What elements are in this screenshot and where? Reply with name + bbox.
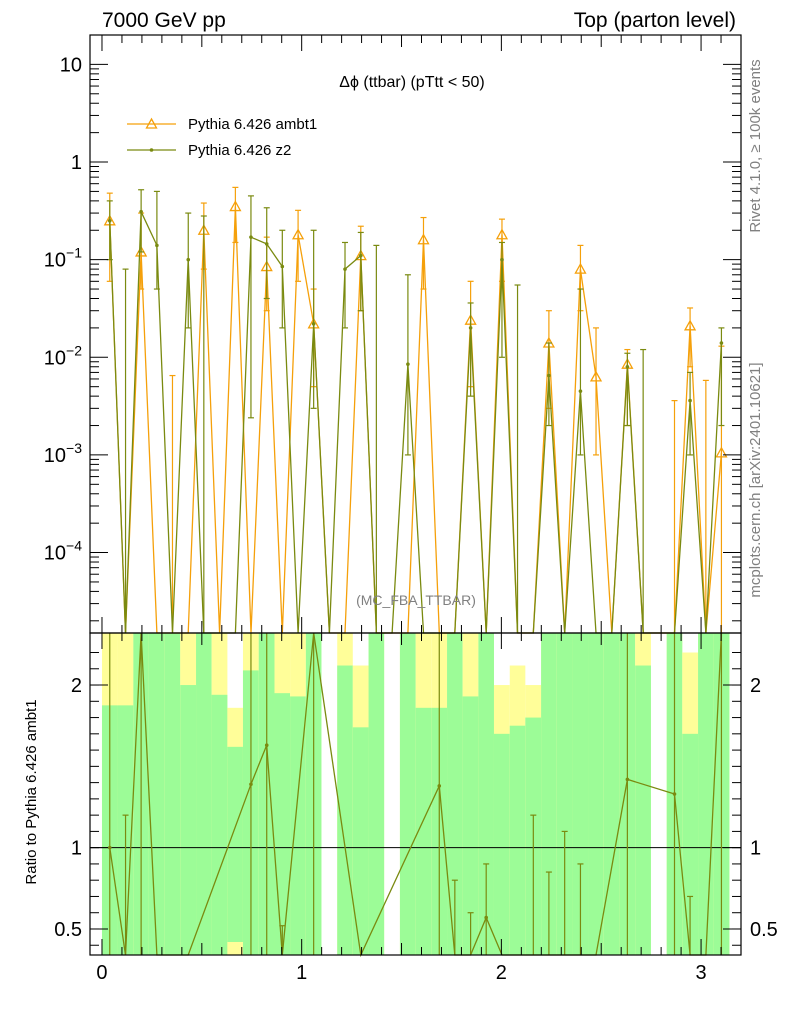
data-point-dot bbox=[186, 257, 191, 262]
ratio-band-green bbox=[337, 665, 353, 955]
data-point-dot bbox=[107, 219, 112, 223]
data-point-dot bbox=[280, 264, 285, 269]
data-point-triangle bbox=[495, 228, 509, 240]
ratio-band-green bbox=[164, 633, 181, 955]
ratio-tick-label-right: 2 bbox=[750, 675, 761, 697]
ratio-band-green bbox=[399, 633, 416, 955]
data-point-dot bbox=[578, 389, 583, 393]
data-point-triangle bbox=[417, 233, 430, 245]
data-point-triangle bbox=[715, 446, 728, 458]
ratio-tick-label-right: 1 bbox=[750, 838, 761, 860]
ratio-frame-outline bbox=[89, 632, 742, 956]
data-point-dot bbox=[264, 242, 269, 246]
ratio-band-green bbox=[290, 696, 306, 955]
data-point-dot bbox=[547, 373, 551, 378]
data-point-triangle bbox=[683, 319, 697, 331]
ratio-band-green bbox=[682, 733, 699, 955]
y-tick-label: 1 bbox=[71, 152, 82, 174]
ratio-band-green bbox=[196, 633, 212, 955]
ratio-uncertainty-bands bbox=[101, 633, 730, 955]
data-point-dot bbox=[406, 362, 410, 366]
y-tick-label: 10−4 bbox=[44, 538, 82, 565]
data-point-triangle bbox=[574, 262, 587, 274]
legend-dot-marker bbox=[149, 148, 154, 152]
legend: Pythia 6.426 ambt1 Pythia 6.426 z2 bbox=[127, 116, 317, 159]
ratio-band-green bbox=[368, 633, 385, 955]
ratio-y-axis-label: Ratio to Pythia 6.426 ambt1 bbox=[23, 699, 40, 884]
legend-label-ambt1: Pythia 6.426 ambt1 bbox=[188, 116, 317, 133]
ratio-band-green bbox=[493, 733, 510, 955]
ratio-tick-label: 0.5 bbox=[54, 919, 82, 941]
ratio-data-point bbox=[672, 792, 677, 796]
ratio-band-green bbox=[227, 746, 243, 942]
x-tick-label: 1 bbox=[296, 962, 307, 984]
x-tick-label: 2 bbox=[496, 962, 507, 984]
data-point-dot bbox=[688, 398, 692, 403]
rivet-label: Rivet 4.1.0, ≥ 100k events bbox=[747, 59, 764, 232]
y-tick-label: 10−2 bbox=[44, 342, 82, 369]
legend-triangle-marker bbox=[145, 117, 158, 129]
ratio-band-green bbox=[274, 693, 291, 955]
main-y-axis: 10 1 10−1 10−2 10−3 10−4 bbox=[44, 54, 741, 622]
ratio-data-point bbox=[107, 845, 112, 850]
ratio-band-green bbox=[588, 633, 604, 955]
ratio-band-green bbox=[603, 633, 620, 955]
ratio-series-layer bbox=[107, 632, 723, 958]
ratio-band-green bbox=[211, 694, 228, 955]
y-tick-label: 10−1 bbox=[44, 245, 82, 272]
ratio-band-green bbox=[635, 665, 651, 955]
ratio-tick-label: 2 bbox=[71, 675, 82, 697]
process-label: Top (parton level) bbox=[574, 9, 736, 32]
legend-label-z2: Pythia 6.426 z2 bbox=[188, 142, 291, 159]
ratio-tick-label-right: 0.5 bbox=[750, 919, 778, 941]
ratio-data-point bbox=[437, 784, 442, 788]
plot-title: Δϕ (ttbar) (pTtt < 50) bbox=[339, 74, 484, 91]
energy-label: 7000 GeV pp bbox=[102, 9, 226, 32]
ratio-data-point bbox=[249, 782, 253, 787]
ratio-data-point bbox=[625, 777, 630, 782]
data-point-dot bbox=[249, 235, 253, 239]
data-point-triangle bbox=[589, 370, 603, 382]
data-point-dot bbox=[343, 267, 347, 271]
main-plot-frame bbox=[90, 35, 741, 633]
x-tick-label: 0 bbox=[96, 962, 107, 984]
analysis-watermark: (MC_FBA_TTBAR) bbox=[356, 592, 476, 608]
ratio-band-green bbox=[415, 707, 432, 955]
data-point-dot bbox=[358, 253, 363, 258]
data-point-triangle bbox=[229, 200, 242, 212]
ratio-band-green bbox=[148, 633, 165, 955]
ratio-band-green bbox=[478, 633, 494, 955]
ratio-band-green bbox=[447, 633, 463, 955]
legend-entry-z2: Pythia 6.426 z2 bbox=[127, 142, 291, 159]
ratio-band-green bbox=[180, 685, 197, 955]
data-point-dot bbox=[155, 243, 159, 248]
x-tick-label: 3 bbox=[695, 962, 706, 984]
main-series-layer bbox=[103, 186, 728, 634]
ratio-y-axis: 2 2 1 1 0.5 0.5 bbox=[54, 652, 778, 946]
y-tick-label: 10 bbox=[60, 54, 82, 76]
ratio-band-green bbox=[352, 727, 369, 955]
data-point-dot bbox=[468, 326, 473, 330]
ratio-band-green bbox=[509, 725, 526, 955]
y-tick-label: 10−3 bbox=[44, 440, 82, 467]
data-point-triangle bbox=[291, 228, 305, 240]
ratio-band-green bbox=[462, 696, 479, 955]
ratio-band-green bbox=[698, 633, 714, 955]
data-point-dot bbox=[500, 257, 504, 262]
ratio-data-point bbox=[264, 743, 269, 748]
ratio-band-green bbox=[556, 633, 573, 955]
ratio-tick-label: 1 bbox=[71, 838, 82, 860]
data-point-dot bbox=[625, 364, 630, 369]
data-point-dot bbox=[719, 341, 724, 345]
ratio-data-point bbox=[484, 915, 488, 920]
x-axis: 0 1 2 3 bbox=[96, 35, 722, 984]
ratio-band-green bbox=[541, 633, 557, 955]
legend-entry-ambt1: Pythia 6.426 ambt1 bbox=[127, 116, 317, 133]
mcplots-label: mcplots.cern.ch [arXiv:2401.10621] bbox=[747, 362, 764, 597]
ratio-band-green bbox=[572, 633, 589, 955]
data-point-dot bbox=[139, 209, 143, 214]
data-point-dot bbox=[311, 322, 316, 326]
